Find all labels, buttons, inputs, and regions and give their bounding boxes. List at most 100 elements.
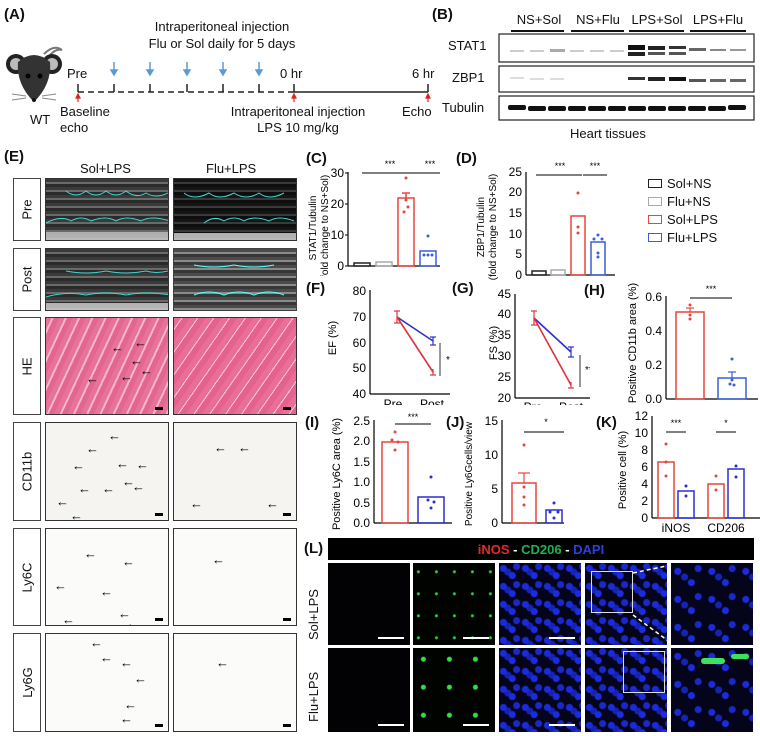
row-label-post: Post [13, 248, 41, 311]
svg-text:Post: Post [420, 397, 445, 405]
legend-item-sol-lps: Sol+LPS [648, 210, 718, 228]
arrow-icon: ← [90, 635, 103, 650]
arrow-icon: ← [78, 481, 91, 496]
svg-text:2.0: 2.0 [353, 434, 370, 448]
arrow-icon: ← [120, 655, 133, 670]
svg-text:Positive Ly6Gcells/view: Positive Ly6Gcells/view [464, 421, 475, 526]
svg-text:1.0: 1.0 [353, 475, 370, 489]
cd11b-image-sol: ← ← ← ← ← ← ← ← ← ← ← [45, 422, 169, 521]
western-blot [498, 33, 755, 121]
svg-text:(fold change to NS+Sol): (fold change to NS+Sol) [488, 174, 499, 280]
arrow-icon: ← [100, 584, 113, 599]
chart-k: Positive cell (%) 0 2 4 6 8 10 12 *** * iNOS CD… [617, 409, 760, 535]
svg-text:10: 10 [331, 228, 345, 242]
panel-f-label: (F) [306, 280, 326, 297]
svg-text:EF (%): EF (%) [327, 321, 339, 355]
svg-text:***: *** [590, 161, 601, 171]
svg-text:25: 25 [498, 370, 512, 384]
svg-text:Positive cell (%): Positive cell (%) [617, 431, 629, 509]
svg-text:0: 0 [515, 268, 522, 280]
arrow-icon: ← [140, 363, 153, 378]
arrow-icon: ← [102, 481, 115, 496]
chart-d: ZBP1/Tubulin (fold change to NS+Sol) 0 5 1… [476, 161, 615, 280]
legend-item-flu-lps: Flu+LPS [648, 228, 718, 246]
scale-bar [155, 513, 163, 516]
col-label-sol-lps: Sol+LPS [80, 161, 131, 176]
svg-text:50: 50 [353, 361, 367, 375]
chart-f: EF (%) 40 50 60 70 80 Pre Post ** [327, 284, 450, 405]
arrow-icon: ← [122, 474, 135, 489]
svg-text:*: * [724, 418, 728, 428]
panel-a-label: (A) [4, 6, 25, 23]
row-label-flu-lps-l: Flu+LPS [306, 671, 321, 722]
svg-text:8: 8 [641, 443, 648, 457]
l-flu-cd206 [413, 648, 495, 732]
arrow-icon: ← [124, 697, 137, 712]
arrow-icon: ← [212, 552, 225, 567]
arrow-icon: ← [190, 496, 203, 511]
ly6g-image-sol: ← ← ← ← ← ← [45, 633, 169, 732]
panel-b-label: (B) [432, 6, 453, 23]
arrow-icon: ← [238, 440, 251, 455]
svg-text:0.5: 0.5 [353, 496, 370, 510]
svg-text:6: 6 [641, 460, 648, 474]
row-label-sol-lps-l: Sol+LPS [306, 589, 321, 640]
arrow-icon: ← [120, 711, 133, 726]
svg-text:4: 4 [641, 477, 648, 491]
zoom-box [623, 651, 665, 693]
scale-bar [155, 407, 163, 410]
baseline-label-2: echo [60, 120, 89, 135]
svg-text:15: 15 [485, 414, 499, 428]
arrow-icon: ← [136, 457, 149, 472]
svg-text:30: 30 [331, 166, 345, 180]
svg-text:0.2: 0.2 [645, 358, 662, 372]
zoom-connector [632, 564, 672, 644]
legend-item-flu-ns: Flu+NS [648, 192, 718, 210]
svg-text:***: *** [706, 284, 717, 294]
arrow-icon: ← [266, 496, 279, 511]
chart-c: STAT1/Tubulin (fold change to NS+Sol) 0 1… [308, 159, 440, 276]
arrow-icon: ← [108, 428, 121, 443]
svg-text:ZBP1/Tubulin: ZBP1/Tubulin [476, 197, 487, 257]
arrow-icon: ← [126, 616, 139, 626]
l-sol-cd206 [413, 563, 495, 645]
row-label-ly6g: Ly6G [13, 633, 41, 732]
row-label-ly6c: Ly6C [13, 528, 41, 626]
svg-text:FS (%): FS (%) [488, 326, 500, 360]
echo-image-flu-post [173, 248, 297, 311]
cd11b-image-flu: ← ← ← ← [173, 422, 297, 521]
arrow-icon: ← [54, 578, 67, 593]
ly6c-image-flu: ← [173, 528, 297, 626]
arrow-icon: ← [132, 479, 145, 494]
chart-h: Positive CD11b area (%) 0.0 0.2 0.4 0.6 *** [627, 283, 758, 406]
svg-text:**: ** [585, 365, 590, 376]
echo-image-flu-pre [173, 178, 297, 241]
wt-label: WT [30, 112, 51, 127]
arrow-icon: ← [216, 655, 229, 670]
arrow-icon: ← [86, 441, 99, 456]
ly6g-image-flu: ← [173, 633, 297, 732]
arrow-icon: ← [120, 369, 133, 384]
arrow-icon: ← [86, 371, 99, 386]
arrow-icon: ← [134, 335, 147, 350]
panel-e-label: (E) [4, 148, 24, 165]
panel-i-label: (I) [305, 414, 320, 431]
l-sol-inos [328, 563, 410, 645]
l-flu-inos [328, 648, 410, 732]
svg-text:2.5: 2.5 [353, 414, 370, 428]
bar-flu-lps [419, 250, 437, 267]
arrow-icon: ← [100, 650, 113, 665]
svg-text:30: 30 [498, 349, 512, 363]
svg-text:0.4: 0.4 [645, 324, 662, 338]
svg-text:0: 0 [491, 516, 498, 530]
0hr-label: 0 hr [280, 66, 303, 81]
l-flu-dapi [499, 648, 581, 732]
scale-bar [283, 407, 291, 410]
lps-label-1: Intraperitoneal injection [230, 104, 366, 119]
l-flu-merge [585, 648, 667, 732]
svg-text:10: 10 [509, 227, 523, 241]
svg-text:Pre: Pre [384, 397, 403, 405]
row-label-pre: Pre [13, 178, 41, 241]
svg-text:45: 45 [498, 287, 512, 301]
svg-text:Post: Post [559, 400, 584, 405]
